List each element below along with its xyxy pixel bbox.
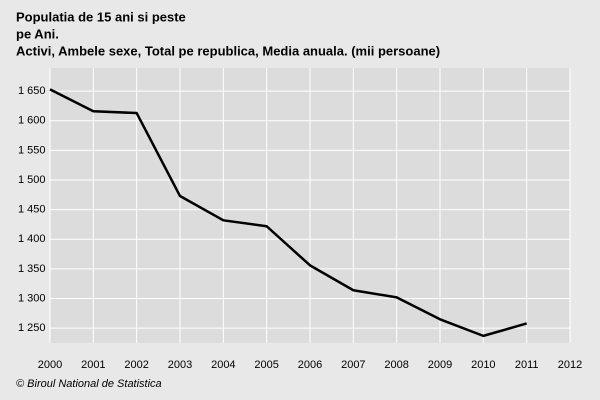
y-tick-label: 1 500 [18,174,46,186]
x-tick-label: 2004 [211,359,235,371]
x-tick-label: 2012 [558,359,582,371]
y-tick-label: 1 600 [18,115,46,127]
y-tick-label: 1 550 [18,144,46,156]
chart-title: Populatia de 15 ani si peste [16,9,186,24]
x-tick-label: 2011 [515,359,539,371]
x-tick-label: 2010 [471,359,495,371]
chart-title: pe Ani. [16,26,59,41]
x-tick-label: 2006 [298,359,322,371]
x-tick-label: 2007 [341,359,365,371]
y-tick-label: 1 350 [18,263,46,275]
x-tick-label: 2005 [254,359,278,371]
y-tick-label: 1 400 [18,233,46,245]
y-tick-label: 1 300 [18,292,46,304]
line [49,88,528,338]
x-tick-label: 2009 [428,359,452,371]
chart-title: Activi, Ambele sexe, Total pe republica,… [16,43,440,58]
source: © Biroul National de Statistica [16,378,162,390]
x-tick-label: 2008 [384,359,408,371]
x-tick-label: 2001 [81,359,105,371]
y-tick-label: 1 450 [18,204,46,216]
x-tick-label: 2000 [38,359,62,371]
y-tick-label: 1 650 [18,85,46,97]
x-tick-label: 2003 [168,359,192,371]
y-tick-label: 1 250 [18,322,46,334]
x-tick-label: 2002 [124,359,148,371]
